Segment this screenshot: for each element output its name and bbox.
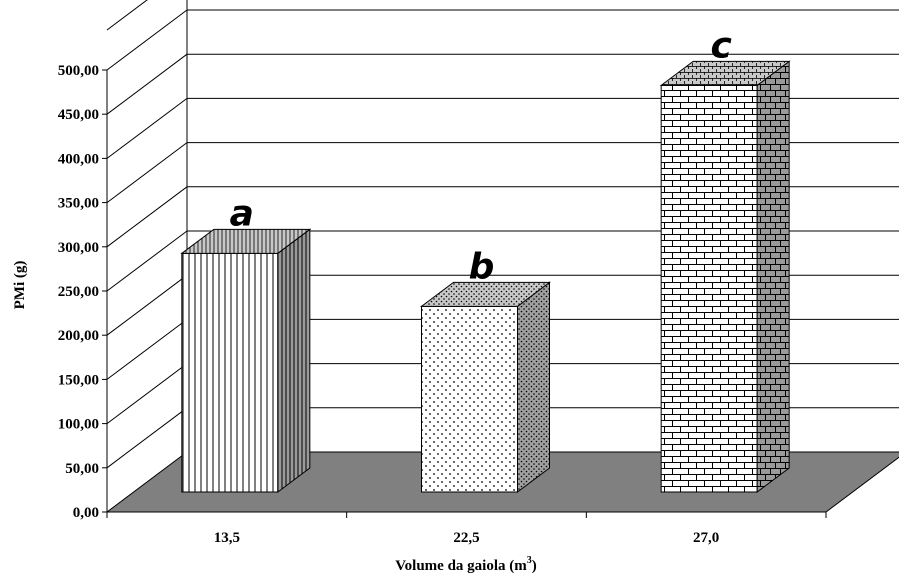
bar-front: [660, 84, 758, 493]
bar-front: [421, 305, 518, 493]
gridline-side: [106, 407, 188, 469]
y-tick-label: 150,00: [58, 372, 99, 388]
bar: [420, 281, 551, 493]
x-axis-title-superscript: 3: [527, 555, 532, 566]
bar: [180, 228, 312, 493]
y-tick-label: 0,00: [73, 505, 99, 521]
bars-group: a b c: [180, 25, 791, 493]
y-tick-labels: 0,00 50,00 100,00 150,00 200,00 250,00 300,00 3…: [58, 63, 99, 521]
x-tick-label: 27,0: [693, 530, 719, 546]
x-axis-title-end: ): [532, 558, 537, 574]
gridline-side-top: [106, 0, 148, 31]
bar-significance-letter: c: [710, 25, 731, 66]
bar-top: [659, 60, 791, 86]
y-tick-label: 50,00: [65, 461, 99, 477]
gridline-side: [106, 98, 188, 159]
y-tick-label: 100,00: [58, 417, 99, 433]
y-tick-label: 200,00: [58, 328, 99, 344]
y-tick-label: 250,00: [58, 284, 99, 300]
bar-significance-letter: a: [230, 193, 254, 234]
y-tick-label: 450,00: [58, 107, 99, 123]
gridline-side: [106, 274, 188, 336]
gridline-side: [106, 142, 188, 204]
bar-top: [420, 281, 551, 307]
x-tick-labels: 13,5 22,5 27,0: [214, 530, 720, 546]
y-tick-label: 300,00: [58, 240, 99, 256]
y-axis-title: PMi (g): [12, 261, 28, 310]
x-tick-label: 22,5: [453, 530, 479, 546]
gridline-side: [106, 230, 188, 292]
bar-top: [180, 228, 312, 254]
gridline-side: [106, 318, 188, 380]
bar-significance-letter: b: [469, 246, 495, 287]
gridline-side: [106, 53, 188, 115]
bar: [659, 60, 791, 493]
gridline-side: [106, 363, 188, 425]
bar-side: [756, 60, 790, 493]
x-axis-title-text: Volume da gaiola (m: [395, 558, 527, 574]
axes-group: [102, 69, 827, 518]
gridline-side: [106, 9, 188, 71]
bar-front: [181, 252, 279, 493]
y-tick-label: 400,00: [58, 151, 99, 167]
y-tick-label: 500,00: [58, 63, 99, 79]
bar-side: [517, 281, 550, 493]
x-axis-title: Volume da gaiola (m3): [395, 555, 537, 574]
bar-side: [277, 228, 311, 493]
y-tick-label: 350,00: [58, 196, 99, 212]
gridline-side: [106, 186, 188, 248]
x-tick-label: 13,5: [214, 530, 240, 546]
